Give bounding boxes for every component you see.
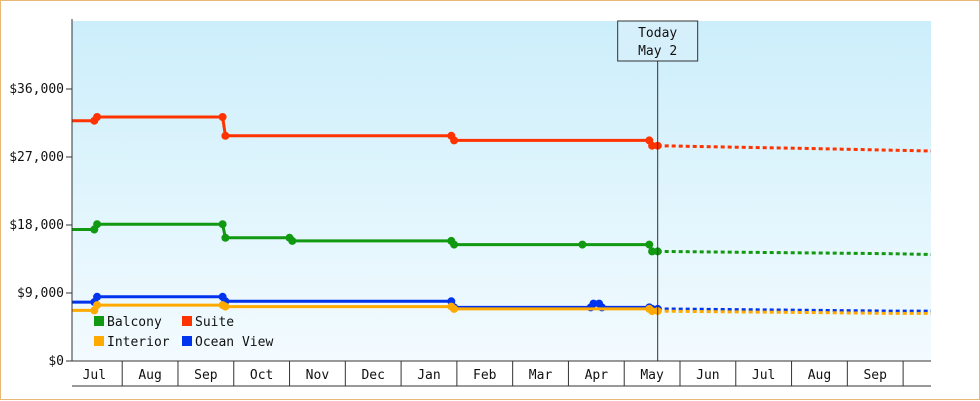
today-label-box xyxy=(617,20,699,62)
forecast-line-ocean-view xyxy=(657,307,931,313)
forecast-line-interior xyxy=(657,309,931,315)
data-point-balcony[interactable] xyxy=(218,220,227,229)
today-label-title: Today xyxy=(638,26,677,41)
data-point-suite[interactable] xyxy=(221,131,230,140)
y-tick-label: $0 xyxy=(48,354,64,369)
y-tick-label: $18,000 xyxy=(9,218,64,233)
x-tick-label: Sep xyxy=(194,368,218,383)
data-point-interior[interactable] xyxy=(450,304,459,313)
x-tick-label: Dec xyxy=(361,368,384,383)
legend-label-ocean-view: Ocean View xyxy=(195,335,273,350)
x-tick-label: Jun xyxy=(696,368,719,383)
x-tick-label: Jul xyxy=(752,368,775,383)
y-tick-label: $36,000 xyxy=(9,82,64,97)
forecast-line-suite xyxy=(657,144,932,153)
forecast-line-balcony xyxy=(657,249,932,256)
legend-swatch-balcony xyxy=(94,316,104,326)
today-marker: Today May 2 xyxy=(617,20,699,361)
data-point-balcony[interactable] xyxy=(221,233,230,242)
data-point-balcony[interactable] xyxy=(645,240,654,249)
x-tick-label: Nov xyxy=(306,368,330,383)
legend: Balcony Suite Interior Ocean View xyxy=(94,315,273,350)
data-point-ocean-view[interactable] xyxy=(93,292,102,301)
data-point-interior[interactable] xyxy=(221,302,230,311)
data-point-balcony[interactable] xyxy=(648,247,657,256)
data-point-suite[interactable] xyxy=(450,136,459,145)
x-tick-label: Aug xyxy=(808,368,831,383)
x-tick-label: Sep xyxy=(863,368,887,383)
x-tick-label: Apr xyxy=(585,368,609,383)
x-tick-label: Jan xyxy=(417,368,440,383)
data-point-balcony[interactable] xyxy=(93,220,102,229)
x-tick-label: Jul xyxy=(83,368,106,383)
y-tick-label: $27,000 xyxy=(9,150,64,165)
legend-label-balcony: Balcony xyxy=(107,315,162,330)
series-layer xyxy=(72,113,932,316)
today-label-date: May 2 xyxy=(638,44,677,59)
data-point-suite[interactable] xyxy=(93,113,102,121)
axes: $0 $9,000 $18,000 $27,000 $36,000 Jul Aug Sep Oc… xyxy=(9,19,931,387)
data-point-interior[interactable] xyxy=(93,301,102,310)
y-tick-label: $9,000 xyxy=(17,286,64,301)
data-point-balcony[interactable] xyxy=(578,240,587,249)
x-tick-label: Oct xyxy=(250,368,273,383)
data-point-interior[interactable] xyxy=(648,307,657,316)
data-point-ocean-view[interactable] xyxy=(589,299,598,308)
legend-label-interior: Interior xyxy=(107,335,170,350)
x-tick-label: May xyxy=(640,368,664,383)
data-point-suite[interactable] xyxy=(648,141,657,150)
data-point-balcony[interactable] xyxy=(288,236,297,245)
legend-swatch-ocean-view xyxy=(182,336,192,346)
legend-label-suite: Suite xyxy=(195,315,234,330)
data-point-balcony[interactable] xyxy=(450,240,459,249)
legend-swatch-suite xyxy=(182,316,192,326)
data-point-suite[interactable] xyxy=(218,113,227,121)
x-tick-label: Feb xyxy=(473,368,497,383)
x-tick-label: Aug xyxy=(138,368,161,383)
legend-swatch-interior xyxy=(94,336,104,346)
x-tick-label: Mar xyxy=(529,368,553,383)
